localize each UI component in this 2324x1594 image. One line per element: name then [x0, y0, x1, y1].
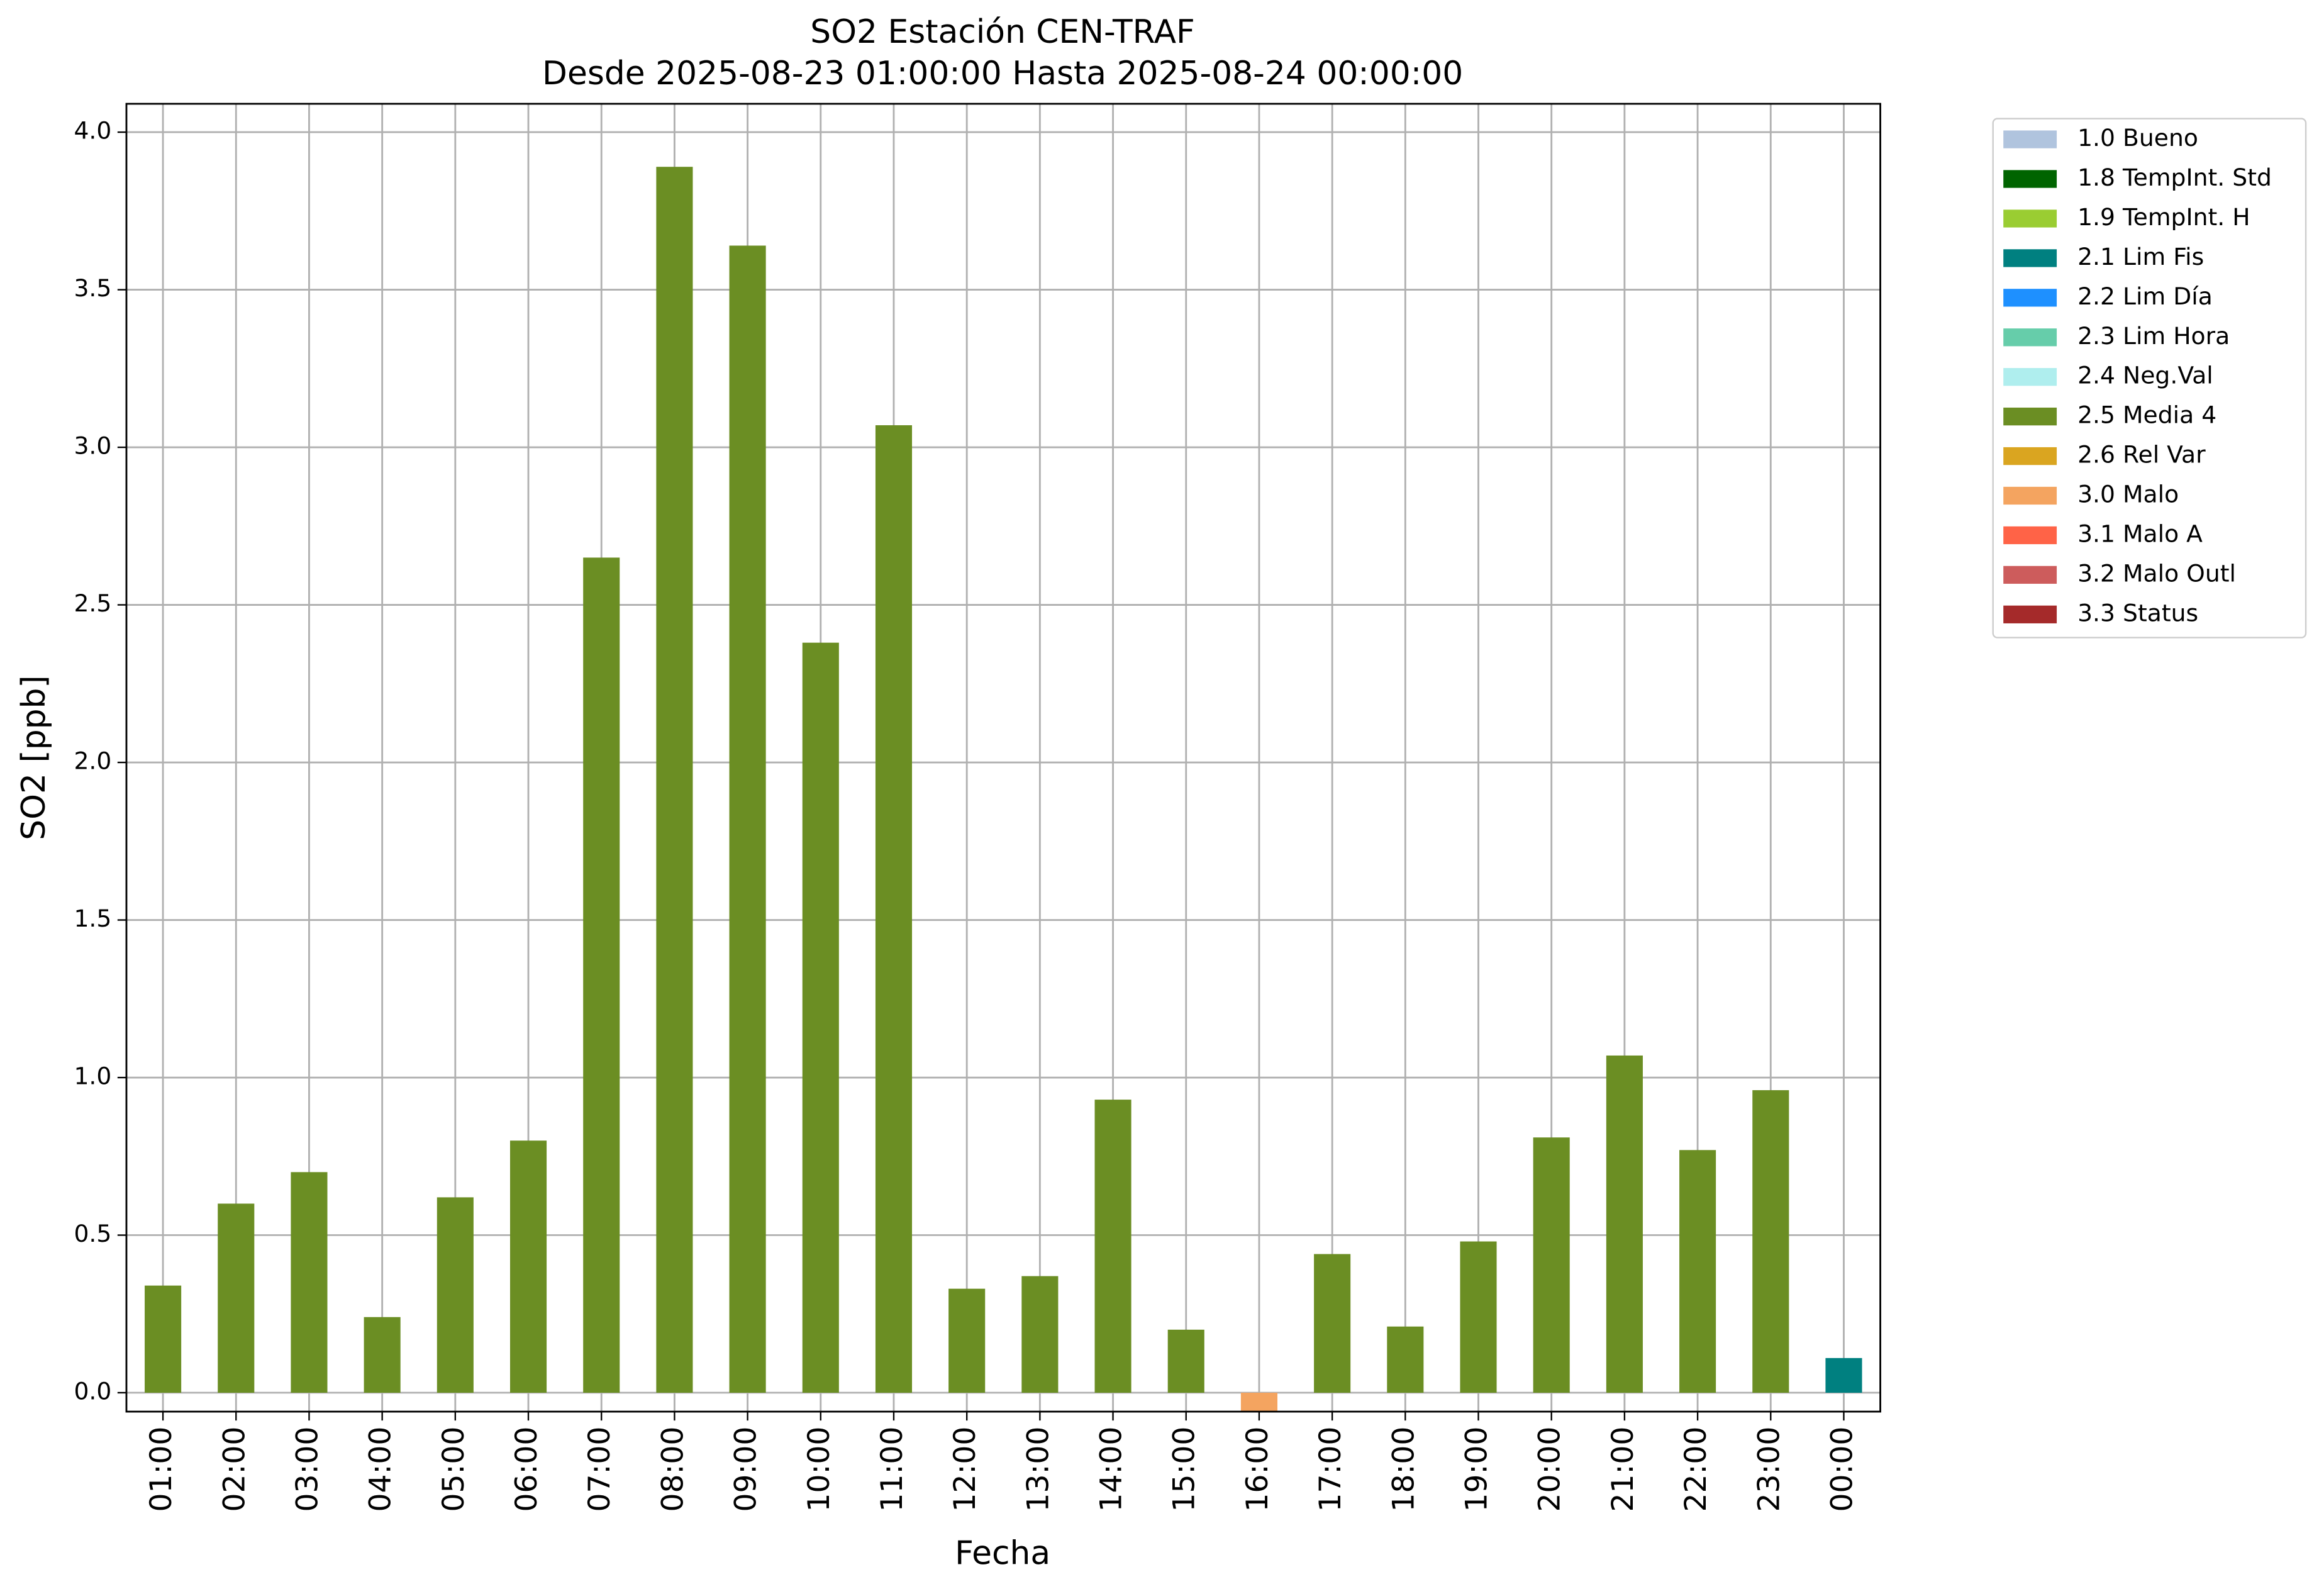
x-tick-label: 13:00 [1021, 1427, 1055, 1512]
x-tick-label: 10:00 [802, 1427, 837, 1512]
legend-label: 2.4 Neg.Val [2077, 362, 2213, 389]
bar [145, 1285, 182, 1393]
y-tick-label: 4.0 [74, 117, 111, 145]
x-tick-label: 14:00 [1094, 1427, 1129, 1512]
x-tick-label: 16:00 [1240, 1427, 1275, 1512]
y-tick-label: 1.5 [74, 905, 111, 932]
x-tick-label: 12:00 [948, 1427, 982, 1512]
y-tick-label: 0.5 [74, 1220, 111, 1247]
x-tick-label: 18:00 [1386, 1427, 1421, 1512]
x-tick-label: 09:00 [729, 1427, 764, 1512]
x-tick-label: 20:00 [1533, 1427, 1567, 1512]
legend-swatch [2003, 130, 2057, 148]
bar [1460, 1241, 1497, 1393]
legend-label: 2.2 Lim Día [2077, 282, 2213, 310]
legend-swatch [2003, 209, 2057, 228]
bar [364, 1317, 401, 1393]
legend-label: 1.8 TempInt. Std [2077, 164, 2272, 191]
legend-swatch [2003, 289, 2057, 307]
x-tick-label: 08:00 [655, 1427, 690, 1512]
bar [1314, 1254, 1351, 1393]
x-axis-label: Fecha [955, 1535, 1050, 1573]
legend-label: 3.1 Malo A [2077, 520, 2203, 547]
x-tick-label: 02:00 [217, 1427, 252, 1512]
legend-swatch [2003, 407, 2057, 426]
x-tick-label: 00:00 [1825, 1427, 1859, 1512]
legend-label: 3.2 Malo Outl [2077, 559, 2236, 587]
y-tick-label: 3.5 [74, 274, 111, 302]
legend-label: 3.0 Malo [2077, 481, 2179, 508]
bar [1606, 1055, 1643, 1393]
chart-title: SO2 Estación CEN-TRAF [810, 13, 1195, 51]
legend-swatch [2003, 566, 2057, 584]
x-tick-label: 17:00 [1313, 1427, 1348, 1512]
bar [1752, 1090, 1789, 1393]
x-tick-label: 15:00 [1167, 1427, 1202, 1512]
bar [1533, 1137, 1570, 1393]
legend-swatch [2003, 328, 2057, 347]
legend-label: 2.6 Rel Var [2077, 441, 2206, 469]
bar [509, 1140, 547, 1393]
x-tick-label: 21:00 [1606, 1427, 1640, 1512]
x-tick-label: 07:00 [582, 1427, 617, 1512]
bar [1021, 1276, 1059, 1393]
bar [1240, 1393, 1277, 1412]
x-tick-label: 23:00 [1752, 1427, 1786, 1512]
y-tick-label: 1.0 [74, 1062, 111, 1090]
legend-label: 2.3 Lim Hora [2077, 322, 2230, 350]
bar [802, 642, 839, 1393]
x-tick-label: 01:00 [144, 1427, 179, 1512]
legend-box [1992, 118, 2307, 638]
bar [1679, 1150, 1716, 1393]
y-tick-label: 3.0 [74, 432, 111, 460]
bar [875, 425, 913, 1393]
bar [1167, 1329, 1204, 1393]
legend-swatch [2003, 368, 2057, 386]
x-tick-label: 03:00 [290, 1427, 325, 1512]
plot-frame [125, 103, 1881, 1413]
bar [729, 245, 766, 1393]
x-tick-label: 06:00 [509, 1427, 544, 1512]
y-tick-label: 0.0 [74, 1378, 111, 1405]
bar [948, 1288, 986, 1393]
y-tick-label: 2.0 [74, 747, 111, 775]
legend-label: 1.0 Bueno [2077, 124, 2198, 152]
x-tick-label: 11:00 [875, 1427, 909, 1512]
legend-label: 3.3 Status [2077, 599, 2198, 627]
bar [656, 167, 693, 1393]
y-axis-label: SO2 [ppb] [15, 675, 53, 840]
bar [436, 1197, 474, 1393]
bar [1094, 1100, 1131, 1393]
bar [1825, 1357, 1862, 1393]
x-tick-label: 04:00 [364, 1427, 398, 1512]
y-tick-label: 2.5 [74, 589, 111, 617]
legend-swatch [2003, 605, 2057, 623]
chart-subtitle: Desde 2025-08-23 01:00:00 Hasta 2025-08-… [542, 55, 1463, 92]
bar [218, 1203, 255, 1393]
bar [291, 1172, 328, 1393]
legend-swatch [2003, 249, 2057, 267]
legend-swatch [2003, 447, 2057, 465]
legend-label: 1.9 TempInt. H [2077, 203, 2250, 231]
legend-swatch [2003, 486, 2057, 505]
legend-swatch [2003, 526, 2057, 545]
legend-label: 2.1 Lim Fis [2077, 243, 2204, 270]
x-tick-label: 19:00 [1460, 1427, 1494, 1512]
x-tick-label: 22:00 [1679, 1427, 1713, 1512]
x-tick-label: 05:00 [436, 1427, 471, 1512]
bar [583, 557, 620, 1393]
legend-swatch [2003, 170, 2057, 188]
legend-label: 2.5 Media 4 [2077, 401, 2216, 429]
bar [1387, 1326, 1424, 1393]
